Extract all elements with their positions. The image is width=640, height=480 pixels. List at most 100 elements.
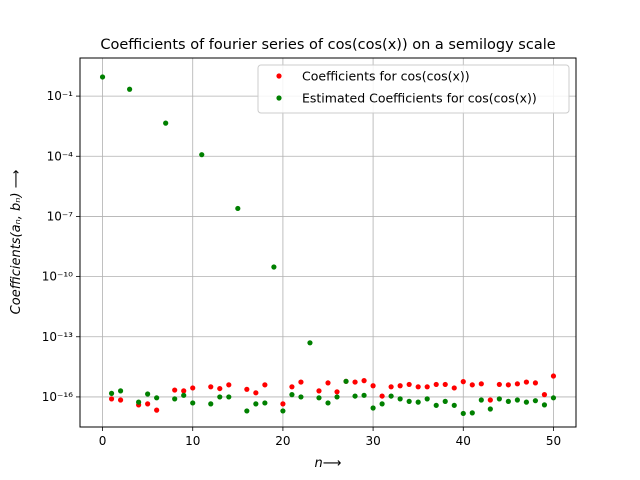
data-point [379,401,385,407]
data-point [424,384,430,390]
data-point [451,385,457,391]
x-tick-label: 0 [99,434,107,448]
data-point [298,394,304,400]
ticks-layer: 0 10 20 30 40 50 10⁻¹ 10⁻⁴ 10⁻⁷ 10⁻¹⁰ 10⁻¹³ 10⁻¹⁶ [42,89,561,448]
series-coefficients [108,373,557,413]
data-point [253,390,259,396]
data-point [388,384,394,390]
data-point [235,205,241,212]
data-point [469,410,475,416]
data-point [487,397,493,403]
data-point [117,397,124,403]
x-tick-label: 30 [365,434,380,448]
data-point [307,340,313,346]
data-point [352,393,358,399]
data-point [226,382,232,388]
x-tick-label: 40 [456,434,471,448]
data-point [316,395,322,401]
data-point [226,394,232,400]
data-point [514,381,520,387]
data-point [352,379,358,385]
data-point [397,396,403,402]
plot-frame [79,57,577,428]
data-point [262,400,268,406]
data-point [370,383,376,389]
data-point [190,385,196,391]
data-point [190,400,196,406]
legend-label-estimated: Estimated Coefficients for cos(cos(x)) [302,91,537,106]
x-tick-label: 20 [275,434,290,448]
data-point [244,386,250,392]
data-point [154,395,160,401]
legend-box [257,64,570,114]
data-point [469,382,475,388]
data-point [478,397,484,403]
data-point [244,408,250,414]
data-point [523,399,530,405]
data-point [379,393,385,399]
data-point [532,398,539,404]
data-point [253,401,259,407]
data-point [397,383,403,389]
data-point [172,396,178,402]
data-point [208,401,214,407]
data-point [496,396,502,402]
data-point [550,373,557,379]
data-point [163,120,169,126]
data-point [145,401,151,407]
data-point [442,398,448,404]
data-point [271,264,277,270]
data-point [289,384,295,390]
data-point [460,410,466,417]
y-tick-label: 10⁻¹⁶ [42,390,73,404]
data-point [325,400,331,406]
data-point [208,384,214,390]
data-point [181,388,187,394]
data-point [99,74,106,80]
data-point [199,152,205,158]
data-point [325,380,331,386]
data-point [388,393,394,399]
data-point [334,389,340,395]
chart-title: Coefficients of fourier series of cos(co… [100,37,555,53]
y-tick-label: 10⁻¹³ [42,330,73,344]
data-point [343,378,349,384]
data-point [108,396,115,402]
data-point [316,388,322,394]
points-layer [99,74,557,417]
data-point [505,382,511,388]
data-point [172,387,178,393]
data-point [217,385,223,392]
data-point [406,381,412,388]
y-tick-label: 10⁻⁴ [47,149,74,163]
data-point [541,402,548,408]
data-point [298,379,304,385]
data-point [280,408,286,414]
data-point [181,392,187,398]
x-tick-label: 50 [546,434,561,448]
data-point [406,398,412,404]
data-point [442,381,448,388]
data-point [541,392,548,398]
data-point [217,394,223,400]
data-point [136,399,142,405]
legend: Coefficients for cos(cos(x)) Estimated C… [257,64,570,114]
legend-label-coefficients: Coefficients for cos(cos(x)) [302,69,470,84]
grid-layer [80,58,576,427]
y-tick-label: 10⁻¹⁰ [42,270,73,284]
data-point [117,388,124,394]
data-point [154,407,160,413]
data-point [334,394,340,400]
y-tick-label: 10⁻⁷ [47,209,74,223]
data-point [415,399,421,405]
legend-marker-coefficients [276,73,282,79]
data-point [289,392,295,398]
data-point [505,398,511,404]
data-point [415,384,421,390]
data-point [523,379,530,385]
x-tick-label: 10 [185,434,200,448]
data-point [478,381,484,387]
data-point [451,402,457,408]
data-point [361,392,367,398]
